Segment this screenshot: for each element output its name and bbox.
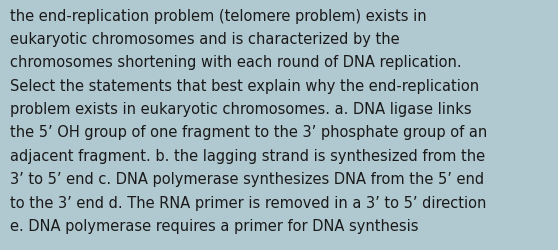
Text: eukaryotic chromosomes and is characterized by the: eukaryotic chromosomes and is characteri… <box>10 32 400 47</box>
Text: e. DNA polymerase requires a primer for DNA synthesis: e. DNA polymerase requires a primer for … <box>10 218 418 233</box>
Text: the end-replication problem (telomere problem) exists in: the end-replication problem (telomere pr… <box>10 9 427 24</box>
Text: problem exists in eukaryotic chromosomes. a. DNA ligase links: problem exists in eukaryotic chromosomes… <box>10 102 472 117</box>
Text: to the 3’ end d. The RNA primer is removed in a 3’ to 5’ direction: to the 3’ end d. The RNA primer is remov… <box>10 195 487 210</box>
Text: Select the statements that best explain why the end-replication: Select the statements that best explain … <box>10 78 479 94</box>
Text: adjacent fragment. b. the lagging strand is synthesized from the: adjacent fragment. b. the lagging strand… <box>10 148 485 163</box>
Text: chromosomes shortening with each round of DNA replication.: chromosomes shortening with each round o… <box>10 55 461 70</box>
Text: the 5’ OH group of one fragment to the 3’ phosphate group of an: the 5’ OH group of one fragment to the 3… <box>10 125 487 140</box>
Text: 3’ to 5’ end c. DNA polymerase synthesizes DNA from the 5’ end: 3’ to 5’ end c. DNA polymerase synthesiz… <box>10 172 484 186</box>
